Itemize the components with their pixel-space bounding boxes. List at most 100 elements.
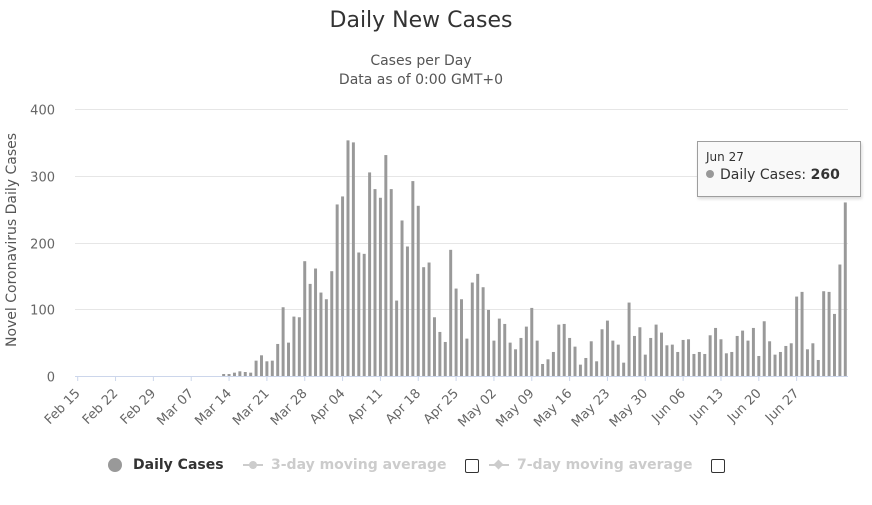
bar[interactable] bbox=[811, 343, 815, 376]
bar[interactable] bbox=[287, 342, 290, 377]
bar[interactable] bbox=[676, 351, 680, 376]
bar[interactable] bbox=[622, 362, 626, 376]
bar[interactable] bbox=[514, 349, 518, 376]
bar[interactable] bbox=[384, 155, 388, 376]
bar[interactable] bbox=[827, 291, 831, 376]
bar[interactable] bbox=[843, 202, 847, 376]
bar[interactable] bbox=[568, 337, 572, 376]
bar[interactable] bbox=[405, 246, 409, 377]
bar[interactable] bbox=[487, 309, 491, 376]
bar[interactable] bbox=[351, 142, 355, 377]
bar[interactable] bbox=[730, 351, 734, 376]
bar[interactable] bbox=[654, 324, 658, 376]
bar[interactable] bbox=[281, 307, 285, 376]
legend-item-7-day-average[interactable]: 7-day moving average bbox=[489, 453, 693, 477]
bar[interactable] bbox=[724, 353, 728, 376]
bar[interactable] bbox=[238, 371, 242, 376]
bar[interactable] bbox=[719, 339, 723, 376]
bar[interactable] bbox=[422, 267, 426, 376]
bar[interactable] bbox=[768, 341, 772, 376]
bar[interactable] bbox=[805, 349, 809, 376]
bar[interactable] bbox=[751, 327, 755, 376]
bar[interactable] bbox=[557, 324, 561, 376]
bar[interactable] bbox=[735, 335, 739, 376]
legend-item-daily-cases[interactable]: Daily Cases bbox=[108, 453, 224, 477]
bar[interactable] bbox=[703, 353, 707, 376]
bar[interactable] bbox=[492, 340, 496, 376]
bar[interactable] bbox=[330, 271, 334, 376]
bar[interactable] bbox=[260, 355, 263, 376]
bar[interactable] bbox=[314, 268, 318, 376]
bar[interactable] bbox=[276, 343, 280, 376]
bar[interactable] bbox=[227, 374, 231, 376]
bar[interactable] bbox=[341, 196, 345, 376]
bar[interactable] bbox=[838, 264, 842, 376]
bar[interactable] bbox=[600, 329, 604, 376]
bar[interactable] bbox=[611, 340, 615, 376]
bar[interactable] bbox=[335, 204, 339, 376]
bar[interactable] bbox=[454, 288, 458, 376]
bar[interactable] bbox=[519, 337, 523, 376]
bar[interactable] bbox=[589, 341, 593, 376]
bar[interactable] bbox=[627, 302, 631, 376]
bar[interactable] bbox=[649, 337, 653, 376]
bar[interactable] bbox=[535, 340, 539, 376]
bar[interactable] bbox=[638, 327, 642, 376]
bar[interactable] bbox=[692, 353, 696, 376]
bar[interactable] bbox=[297, 317, 301, 376]
bar[interactable] bbox=[681, 339, 685, 376]
bar[interactable] bbox=[497, 318, 501, 376]
bar[interactable] bbox=[400, 220, 404, 376]
bar[interactable] bbox=[389, 189, 393, 376]
checkbox-7-day-average[interactable] bbox=[711, 459, 725, 473]
bar[interactable] bbox=[670, 344, 674, 376]
bar[interactable] bbox=[460, 299, 463, 376]
bar[interactable] bbox=[378, 197, 382, 376]
bar[interactable] bbox=[573, 346, 577, 376]
bar[interactable] bbox=[616, 344, 620, 376]
bar[interactable] bbox=[324, 299, 328, 376]
bar[interactable] bbox=[249, 372, 253, 376]
bar[interactable] bbox=[757, 355, 761, 376]
bar[interactable] bbox=[687, 339, 691, 376]
bar[interactable] bbox=[470, 282, 474, 376]
bar[interactable] bbox=[292, 316, 296, 376]
bar[interactable] bbox=[530, 307, 534, 376]
bar[interactable] bbox=[708, 335, 712, 376]
bar[interactable] bbox=[357, 252, 361, 376]
bar[interactable] bbox=[232, 372, 236, 376]
bar[interactable] bbox=[660, 332, 663, 376]
bar[interactable] bbox=[427, 262, 431, 376]
bar[interactable] bbox=[319, 292, 323, 376]
bar[interactable] bbox=[789, 343, 793, 376]
bar[interactable] bbox=[541, 363, 545, 376]
bar[interactable] bbox=[822, 291, 826, 376]
bar[interactable] bbox=[697, 351, 701, 376]
bar[interactable] bbox=[741, 330, 745, 376]
bar[interactable] bbox=[438, 331, 442, 376]
checkbox-3-day-average[interactable] bbox=[465, 459, 479, 473]
bar[interactable] bbox=[746, 340, 750, 376]
bar[interactable] bbox=[714, 327, 718, 376]
bar[interactable] bbox=[443, 341, 447, 376]
bar[interactable] bbox=[449, 249, 453, 376]
bar[interactable] bbox=[778, 351, 782, 376]
bar[interactable] bbox=[416, 205, 420, 376]
bar[interactable] bbox=[584, 357, 588, 376]
bar[interactable] bbox=[346, 140, 350, 376]
bar[interactable] bbox=[784, 345, 788, 376]
bar[interactable] bbox=[411, 181, 415, 376]
bar[interactable] bbox=[546, 359, 550, 376]
bar[interactable] bbox=[800, 291, 804, 376]
bar[interactable] bbox=[508, 342, 512, 377]
bar[interactable] bbox=[632, 335, 636, 376]
bar[interactable] bbox=[595, 361, 599, 376]
bar[interactable] bbox=[795, 296, 799, 376]
bar[interactable] bbox=[362, 253, 366, 376]
bar[interactable] bbox=[816, 359, 820, 376]
bar[interactable] bbox=[368, 172, 372, 376]
bar[interactable] bbox=[465, 338, 469, 376]
bar[interactable] bbox=[254, 360, 258, 376]
bar[interactable] bbox=[773, 354, 777, 376]
bar[interactable] bbox=[303, 261, 307, 376]
